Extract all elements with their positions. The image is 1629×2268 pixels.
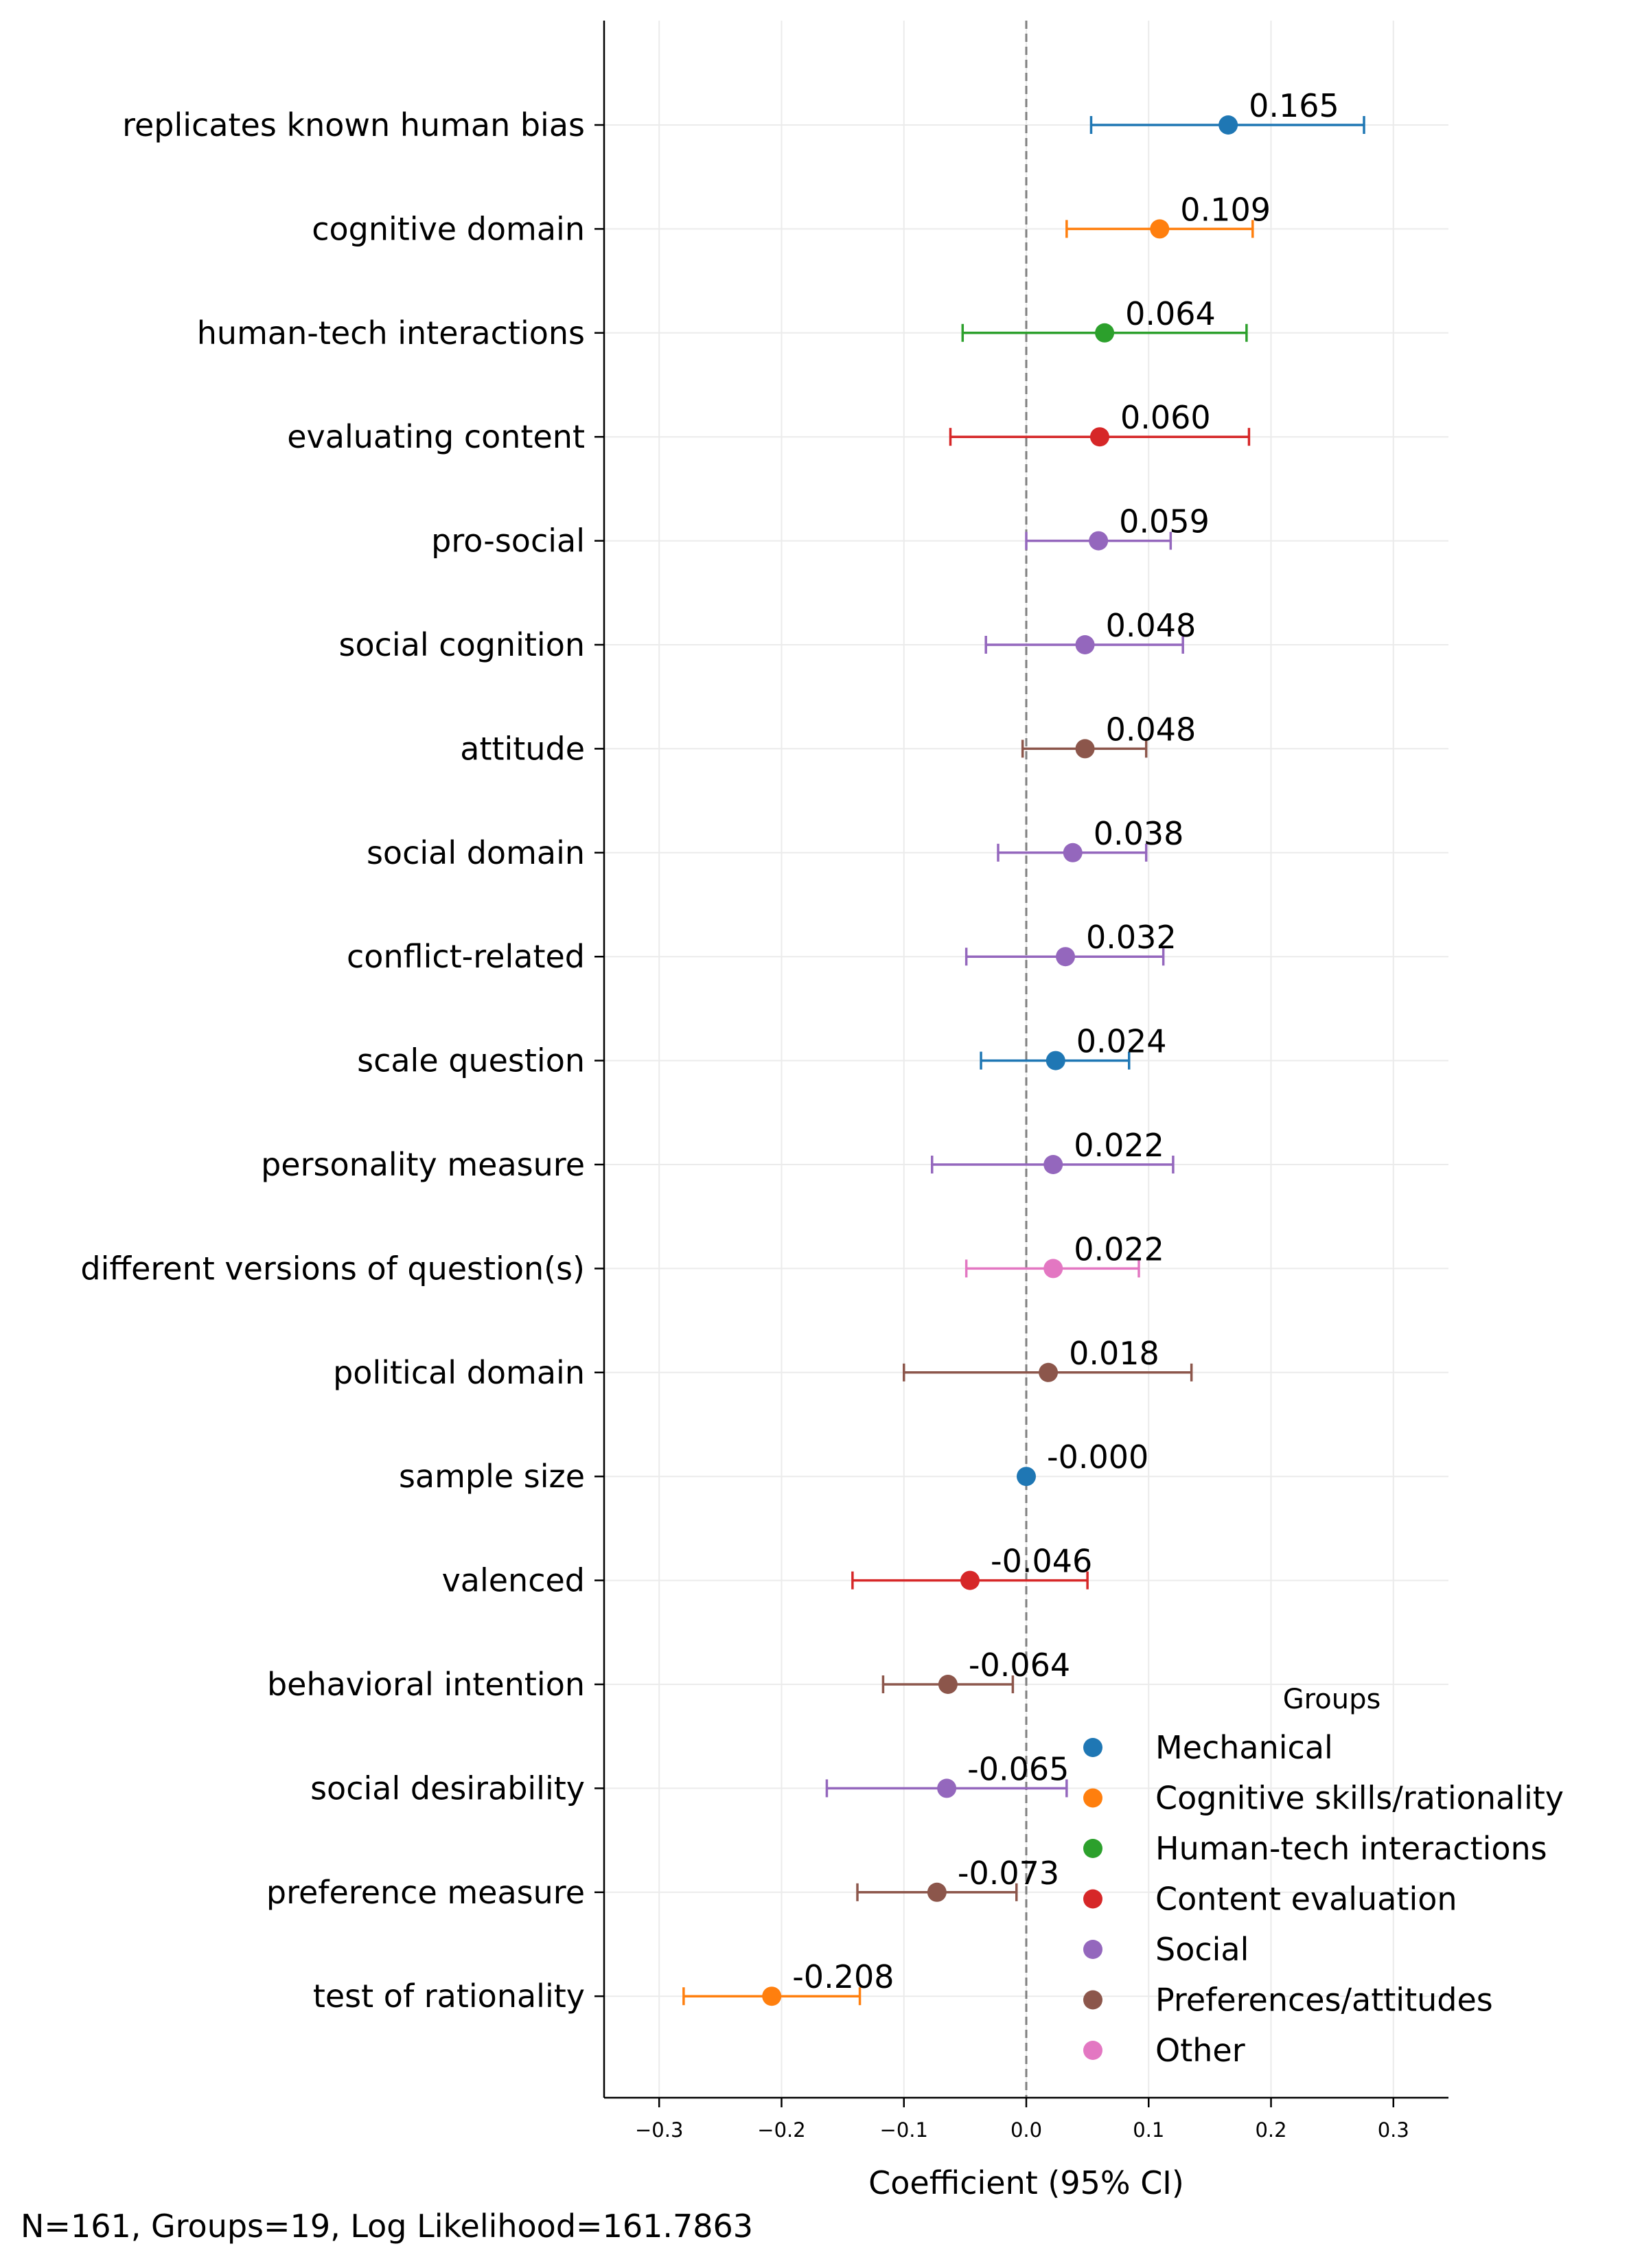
- point-3: [1089, 427, 1109, 447]
- legend-marker-1: [1083, 1788, 1102, 1808]
- x-axis-label: Coefficient (95% CI): [868, 2164, 1184, 2201]
- value-label-4: 0.059: [1119, 503, 1210, 540]
- legend-title: Groups: [1283, 1684, 1381, 1715]
- row-label-2: human-tech interactions: [197, 314, 585, 352]
- value-label-10: 0.022: [1074, 1127, 1164, 1164]
- value-label-12: 0.018: [1069, 1335, 1159, 1372]
- legend-marker-0: [1083, 1738, 1102, 1757]
- point-6: [1075, 739, 1095, 759]
- value-label-17: -0.073: [958, 1855, 1059, 1892]
- row-label-12: political domain: [333, 1354, 585, 1391]
- legend-label-4: Social: [1155, 1931, 1249, 1968]
- x-ticks: −0.3 −0.2 −0.1 0.0 0.1 0.2 0.3: [635, 2098, 1409, 2142]
- point-9: [1045, 1051, 1065, 1070]
- point-5: [1075, 635, 1095, 654]
- point-1: [1150, 219, 1170, 239]
- value-label-6: 0.048: [1106, 711, 1197, 748]
- row-label-4: pro-social: [431, 523, 585, 560]
- legend-marker-2: [1083, 1839, 1102, 1858]
- value-label-14: -0.046: [991, 1543, 1092, 1580]
- value-label-3: 0.060: [1120, 399, 1211, 436]
- point-4: [1089, 531, 1109, 551]
- row-label-1: cognitive domain: [312, 210, 585, 247]
- x-tick-label-3: 0.0: [1010, 2118, 1042, 2142]
- point-8: [1056, 947, 1076, 967]
- point-10: [1043, 1155, 1063, 1174]
- value-label-7: 0.038: [1094, 815, 1184, 852]
- row-label-17: preference measure: [266, 1874, 585, 1911]
- row-label-11: different versions of question(s): [80, 1250, 585, 1287]
- value-label-5: 0.048: [1106, 607, 1197, 644]
- model-stats-footer: N=161, Groups=19, Log Likelihood=161.786…: [21, 2208, 754, 2245]
- legend-label-6: Other: [1155, 2032, 1245, 2069]
- legend: Groups Mechanical Cognitive skills/ration…: [1083, 1684, 1564, 2069]
- x-tick-label-0: −0.3: [635, 2118, 683, 2142]
- row-label-15: behavioral intention: [267, 1666, 585, 1703]
- value-label-13: -0.000: [1047, 1439, 1148, 1476]
- row-label-18: test of rationality: [313, 1978, 585, 2015]
- point-11: [1043, 1259, 1063, 1279]
- x-tick-label-1: −0.2: [757, 2118, 805, 2142]
- value-label-9: 0.024: [1076, 1023, 1167, 1060]
- coefficient-rows: replicates known human bias 0.165 cognitiv…: [80, 87, 1365, 2015]
- value-label-8: 0.032: [1086, 919, 1177, 956]
- point-16: [937, 1778, 957, 1798]
- x-tick-label-5: 0.2: [1255, 2118, 1286, 2142]
- point-2: [1095, 323, 1115, 343]
- row-label-3: evaluating content: [287, 418, 585, 455]
- row-label-14: valenced: [442, 1562, 585, 1599]
- point-7: [1063, 843, 1083, 862]
- legend-marker-5: [1083, 1990, 1102, 2010]
- point-12: [1039, 1362, 1059, 1382]
- legend-marker-3: [1083, 1889, 1102, 1909]
- row-label-9: scale question: [357, 1042, 585, 1079]
- value-label-16: -0.065: [967, 1750, 1069, 1787]
- point-14: [960, 1570, 980, 1590]
- point-15: [938, 1675, 958, 1694]
- legend-marker-4: [1083, 1940, 1102, 1959]
- row-label-13: sample size: [399, 1458, 585, 1495]
- point-13: [1017, 1467, 1036, 1487]
- value-label-0: 0.165: [1249, 87, 1339, 124]
- row-label-0: replicates known human bias: [122, 106, 585, 144]
- legend-label-3: Content evaluation: [1155, 1881, 1457, 1918]
- value-label-18: -0.208: [792, 1958, 894, 1995]
- row-label-16: social desirability: [310, 1769, 585, 1807]
- row-label-10: personality measure: [261, 1146, 585, 1183]
- row-label-7: social domain: [367, 834, 585, 871]
- value-label-2: 0.064: [1125, 295, 1216, 332]
- value-label-15: -0.064: [969, 1647, 1070, 1684]
- legend-marker-6: [1083, 2041, 1102, 2060]
- row-label-8: conflict-related: [347, 938, 585, 975]
- row-label-5: social cognition: [339, 626, 585, 663]
- point-18: [762, 1986, 782, 2006]
- legend-label-0: Mechanical: [1155, 1729, 1333, 1766]
- row-label-6: attitude: [460, 730, 585, 767]
- point-17: [927, 1882, 947, 1902]
- point-0: [1218, 115, 1238, 135]
- x-tick-label-4: 0.1: [1133, 2118, 1164, 2142]
- legend-label-2: Human-tech interactions: [1155, 1830, 1547, 1867]
- legend-label-5: Preferences/attitudes: [1155, 1982, 1493, 2019]
- value-label-11: 0.022: [1074, 1230, 1164, 1268]
- x-tick-label-6: 0.3: [1378, 2118, 1409, 2142]
- x-tick-label-2: −0.1: [880, 2118, 928, 2142]
- value-label-1: 0.109: [1180, 191, 1271, 228]
- legend-label-1: Cognitive skills/rationality: [1155, 1780, 1564, 1817]
